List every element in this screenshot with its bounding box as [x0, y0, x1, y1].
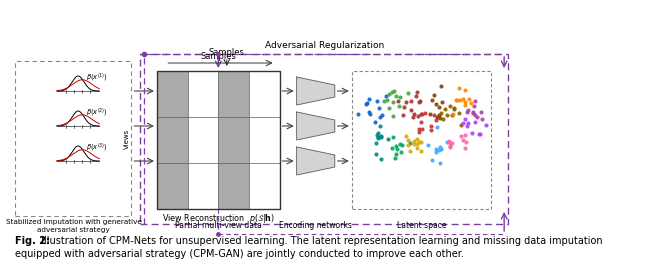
Text: Illustration of CPM-Nets for unsupervised learning. The latent representation le: Illustration of CPM-Nets for unsupervise…	[38, 236, 603, 246]
Polygon shape	[296, 147, 334, 175]
Polygon shape	[296, 112, 334, 140]
Bar	[16, 61, 131, 216]
Text: Samples: Samples	[201, 52, 236, 61]
Bar	[218, 117, 249, 163]
Text: Fig. 2:: Fig. 2:	[16, 236, 50, 246]
Bar	[249, 163, 280, 209]
Text: Partial multi-view data: Partial multi-view data	[175, 221, 262, 230]
Bar	[218, 163, 249, 209]
Bar	[157, 117, 188, 163]
Bar	[188, 117, 218, 163]
Bar	[352, 71, 492, 209]
Text: Samples: Samples	[209, 48, 245, 57]
Text: Stabilized Imputation with generative: Stabilized Imputation with generative	[6, 219, 142, 225]
Bar	[249, 71, 280, 117]
Text: adversarial strategy: adversarial strategy	[37, 227, 110, 233]
Bar	[157, 71, 280, 209]
Bar	[188, 163, 218, 209]
Bar	[157, 163, 188, 209]
Text: $\beta(x^{(1)})$: $\beta(x^{(1)})$	[85, 72, 107, 84]
Text: View Reconstruction  $p(\mathcal{S}|\mathbf{h})$: View Reconstruction $p(\mathcal{S}|\math…	[162, 212, 275, 225]
Text: $\beta(x^{(3)})$: $\beta(x^{(3)})$	[85, 142, 107, 154]
Text: $\beta(x^{(2)})$: $\beta(x^{(2)})$	[85, 107, 107, 119]
Text: Adversarial Regularization: Adversarial Regularization	[265, 41, 384, 50]
Bar	[157, 71, 188, 117]
Bar	[188, 71, 218, 117]
Text: Views: Views	[124, 128, 130, 149]
Text: Latent space: Latent space	[397, 221, 446, 230]
Polygon shape	[296, 77, 334, 105]
Bar	[249, 117, 280, 163]
Bar	[218, 71, 249, 117]
Text: Encoding networks: Encoding networks	[280, 221, 352, 230]
Text: equipped with adversarial strategy (CPM-GAN) are jointly conducted to improve ea: equipped with adversarial strategy (CPM-…	[16, 249, 465, 259]
Bar	[140, 54, 509, 224]
